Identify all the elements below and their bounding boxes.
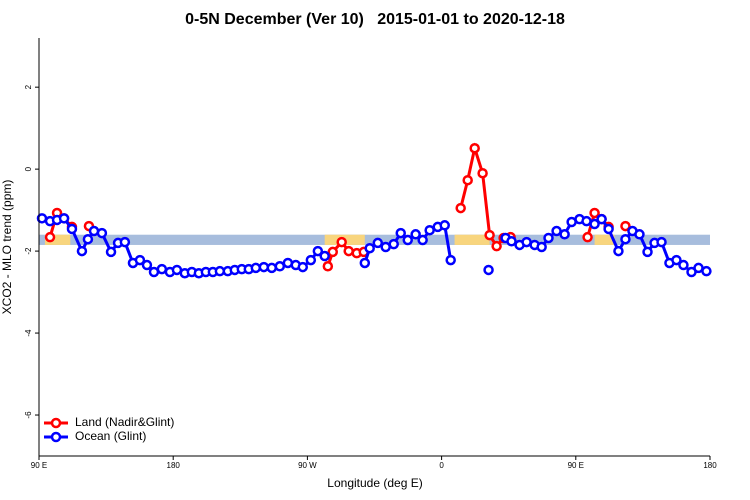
point — [388, 238, 399, 250]
point — [445, 254, 456, 266]
x-tick-label: 90 W — [298, 461, 317, 470]
point — [82, 233, 94, 245]
point — [559, 229, 570, 240]
plot-layer — [36, 142, 712, 279]
x-tick-label: 180 — [167, 461, 181, 470]
legend-label: Land (Nadir&Glint) — [75, 415, 174, 429]
point — [551, 225, 562, 237]
x-tick-label: 90 E — [31, 461, 47, 470]
point — [312, 245, 324, 257]
x-tick-label: 0 — [439, 461, 444, 470]
point — [380, 241, 391, 253]
point — [359, 257, 371, 269]
point — [141, 259, 153, 271]
point — [319, 250, 330, 262]
point — [96, 227, 108, 239]
point — [250, 262, 262, 274]
point — [402, 234, 414, 246]
point — [439, 220, 450, 231]
point — [410, 229, 421, 240]
legend-label: Ocean (Glint) — [75, 429, 146, 443]
point — [424, 224, 435, 236]
point — [484, 229, 495, 241]
point — [613, 245, 624, 257]
point — [701, 265, 712, 277]
point — [274, 261, 286, 272]
point — [455, 202, 466, 214]
y-tick-label: 2 — [24, 84, 33, 89]
point — [582, 231, 593, 243]
point — [589, 207, 600, 219]
point — [105, 246, 117, 258]
point — [266, 262, 278, 274]
x-axis-title: Longitude (deg E) — [327, 476, 422, 490]
point — [58, 213, 70, 224]
point — [543, 232, 554, 244]
point — [603, 223, 614, 235]
point — [642, 246, 653, 258]
point — [462, 174, 473, 186]
point — [322, 261, 334, 272]
y-axis-title: XCO2 - MLO trend (ppm) — [0, 180, 14, 315]
point — [297, 261, 309, 273]
point — [395, 227, 406, 239]
point — [506, 236, 517, 247]
point — [66, 223, 78, 235]
point — [76, 245, 88, 257]
point — [44, 231, 56, 243]
y-tick-label: 0 — [24, 166, 33, 171]
point — [477, 167, 488, 179]
chart-title: 0-5N December (Ver 10) 2015-01-01 to 202… — [185, 11, 565, 28]
point — [372, 237, 384, 249]
point — [417, 234, 428, 246]
point — [620, 233, 631, 245]
band-highlight — [594, 234, 615, 245]
point — [156, 263, 168, 275]
legend-marker — [50, 431, 62, 443]
band-highlight — [454, 234, 490, 245]
point — [336, 236, 347, 248]
point — [596, 213, 607, 225]
point — [305, 254, 317, 266]
point — [620, 220, 631, 232]
point — [119, 236, 131, 248]
point — [521, 236, 532, 248]
point — [656, 236, 667, 248]
y-tick-label: -6 — [24, 411, 33, 419]
point — [589, 218, 600, 230]
band-highlight — [44, 234, 71, 245]
legend-marker — [50, 417, 62, 429]
point — [491, 240, 502, 252]
point — [678, 259, 689, 271]
y-tick-label: -4 — [24, 329, 33, 337]
point — [581, 215, 592, 227]
x-tick-label: 180 — [703, 461, 717, 470]
point — [536, 241, 547, 253]
point — [327, 246, 338, 258]
point — [634, 229, 645, 240]
point — [671, 254, 682, 266]
x-tick-label: 90 E — [568, 461, 584, 470]
point — [343, 245, 354, 257]
point — [134, 254, 146, 266]
y-tick-label: -2 — [24, 247, 33, 255]
point — [364, 242, 375, 254]
point — [469, 142, 480, 154]
point — [483, 264, 494, 276]
